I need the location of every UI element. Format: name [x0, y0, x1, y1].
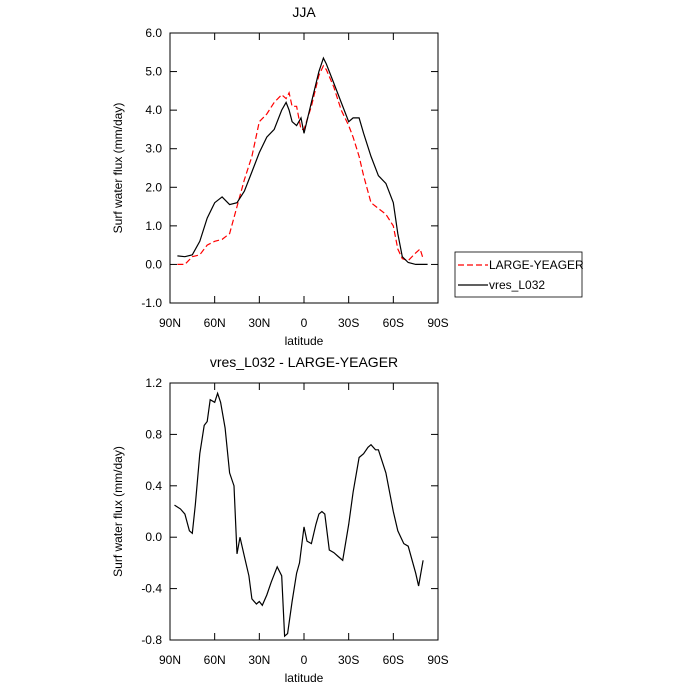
data-line: [177, 64, 424, 265]
y-tick-label: 4.0: [145, 103, 162, 117]
x-tick-label: 60N: [204, 316, 226, 330]
legend-label: vres_L032: [489, 278, 545, 292]
x-tick-label: 60S: [383, 316, 404, 330]
y-tick-label: -0.8: [141, 633, 162, 647]
x-tick-label: 0: [301, 653, 308, 667]
x-tick-label: 60S: [383, 653, 404, 667]
y-tick-label: 6.0: [145, 26, 162, 40]
legend-label: LARGE-YEAGER: [489, 258, 584, 272]
y-axis-label: Surf water flux (mm/day): [111, 446, 125, 577]
x-axis-label: latitude: [285, 671, 324, 685]
y-tick-label: 0.8: [145, 427, 162, 441]
chart-title: vres_L032 - LARGE-YEAGER: [210, 354, 398, 370]
x-tick-label: 30S: [338, 316, 359, 330]
legend-box: [454, 251, 583, 298]
chart-title: JJA: [292, 4, 316, 20]
plot-frame: [169, 382, 439, 641]
x-axis-label: latitude: [285, 334, 324, 348]
x-tick-label: 90N: [159, 316, 181, 330]
y-tick-label: 1.2: [145, 376, 162, 390]
y-tick-label: 2.0: [145, 180, 162, 194]
y-tick-label: -0.4: [141, 582, 162, 596]
data-line: [174, 391, 424, 638]
x-tick-label: 90S: [427, 316, 448, 330]
x-tick-label: 30S: [338, 653, 359, 667]
x-tick-label: 30N: [248, 316, 270, 330]
y-tick-label: 0.0: [145, 530, 162, 544]
x-tick-label: 60N: [204, 653, 226, 667]
y-tick-label: 1.0: [145, 219, 162, 233]
x-tick-label: 30N: [248, 653, 270, 667]
y-tick-label: 0.4: [145, 479, 162, 493]
y-tick-label: 5.0: [145, 65, 162, 79]
x-tick-label: 0: [301, 316, 308, 330]
y-tick-label: -1.0: [141, 296, 162, 310]
data-line: [177, 56, 428, 265]
y-tick-label: 0.0: [145, 257, 162, 271]
y-tick-label: 3.0: [145, 142, 162, 156]
x-tick-label: 90S: [427, 653, 448, 667]
y-axis-label: Surf water flux (mm/day): [111, 103, 125, 234]
plot-frame: [169, 32, 439, 304]
x-tick-label: 90N: [159, 653, 181, 667]
